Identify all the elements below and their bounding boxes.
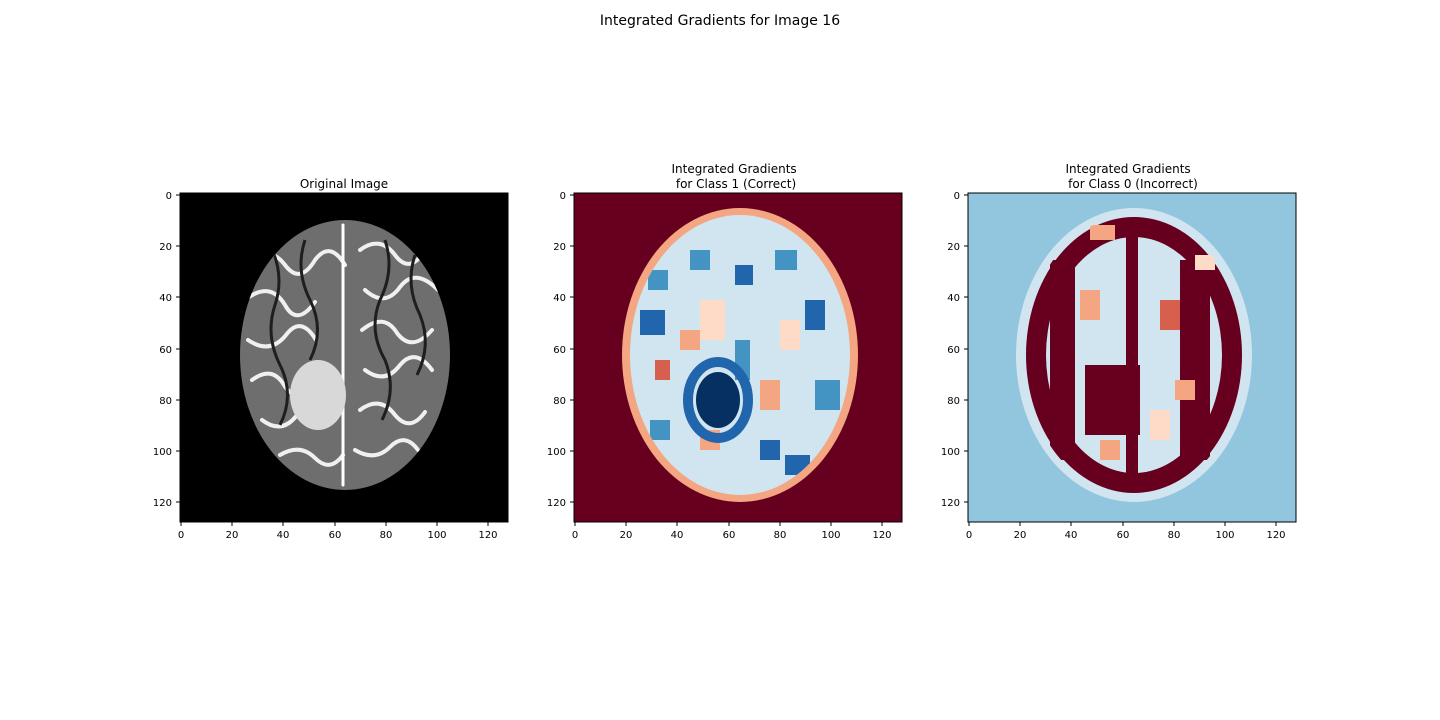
y-tick-label: 20: [159, 242, 172, 253]
y-tick-label: 80: [553, 396, 566, 407]
y-tick-label: 60: [553, 345, 566, 356]
x-tick-label: 0: [966, 530, 972, 541]
y-tick-label: 0: [166, 191, 172, 202]
panel-title-line-2: for Class 0 (Incorrect): [1068, 177, 1198, 191]
panel-class-0-incorrect: Integrated Gradients for Class 0 (Incorr…: [941, 162, 1297, 541]
y-tick-label: 120: [153, 498, 172, 509]
x-tick-label: 40: [1065, 530, 1078, 541]
y-tick-label: 20: [947, 242, 960, 253]
x-tick-label: 120: [1266, 530, 1285, 541]
y-tick-label: 0: [560, 191, 566, 202]
y-axis: 0 20 40 60 80 100 120: [547, 191, 574, 509]
x-tick-label: 20: [620, 530, 633, 541]
x-tick-label: 80: [774, 530, 787, 541]
panel-title-line-1: Original Image: [300, 177, 388, 191]
x-tick-label: 120: [872, 530, 891, 541]
figure-suptitle: Integrated Gradients for Image 16: [600, 13, 840, 29]
axes-frame: [179, 192, 509, 523]
attribution-cells: [640, 250, 840, 475]
y-tick-label: 100: [941, 447, 960, 458]
x-tick-label: 80: [1168, 530, 1181, 541]
panel-original-image: Original Image: [153, 177, 509, 541]
panel-title: Original Image: [300, 177, 388, 191]
y-tick-label: 120: [547, 498, 566, 509]
y-tick-label: 20: [553, 242, 566, 253]
y-tick-label: 100: [153, 447, 172, 458]
y-tick-label: 120: [941, 498, 960, 509]
y-axis: 0 20 40 60 80 100 120: [153, 191, 180, 509]
x-tick-label: 60: [723, 530, 736, 541]
y-tick-label: 40: [947, 293, 960, 304]
x-tick-label: 60: [329, 530, 342, 541]
attribution-cells: [1050, 225, 1215, 480]
x-tick-label: 20: [1014, 530, 1027, 541]
axes-frame: [573, 192, 903, 523]
x-tick-label: 20: [226, 530, 239, 541]
y-tick-label: 80: [947, 396, 960, 407]
y-tick-label: 80: [159, 396, 172, 407]
lesion-region: [290, 360, 346, 430]
x-axis: 0 20 40 60 80 100 120: [966, 522, 1286, 541]
x-axis: 0 20 40 60 80 100 120: [178, 522, 498, 541]
panel-class-1-correct: Integrated Gradients for Class 1 (Correc…: [547, 162, 903, 541]
x-tick-label: 0: [178, 530, 184, 541]
y-tick-label: 60: [947, 345, 960, 356]
y-tick-label: 0: [954, 191, 960, 202]
panel-title: Integrated Gradients for Class 0 (Incorr…: [1066, 162, 1198, 191]
y-axis: 0 20 40 60 80 100 120: [941, 191, 968, 509]
x-tick-label: 40: [671, 530, 684, 541]
panel-title-line-2: for Class 1 (Correct): [676, 177, 796, 191]
x-tick-label: 40: [277, 530, 290, 541]
y-tick-label: 40: [159, 293, 172, 304]
x-tick-label: 0: [572, 530, 578, 541]
x-tick-label: 120: [478, 530, 497, 541]
y-tick-label: 40: [553, 293, 566, 304]
x-tick-label: 100: [1215, 530, 1234, 541]
brain-image: [240, 220, 450, 490]
panel-title: Integrated Gradients for Class 1 (Correc…: [672, 162, 801, 191]
x-tick-label: 60: [1117, 530, 1130, 541]
x-tick-label: 100: [427, 530, 446, 541]
x-axis: 0 20 40 60 80 100 120: [572, 522, 892, 541]
y-tick-label: 100: [547, 447, 566, 458]
high-attribution-region: [696, 372, 740, 428]
panel-title-line-1: Integrated Gradients: [672, 162, 797, 176]
y-tick-label: 60: [159, 345, 172, 356]
axes-frame: [967, 192, 1297, 523]
x-tick-label: 100: [821, 530, 840, 541]
x-tick-label: 80: [380, 530, 393, 541]
panel-title-line-1: Integrated Gradients: [1066, 162, 1191, 176]
